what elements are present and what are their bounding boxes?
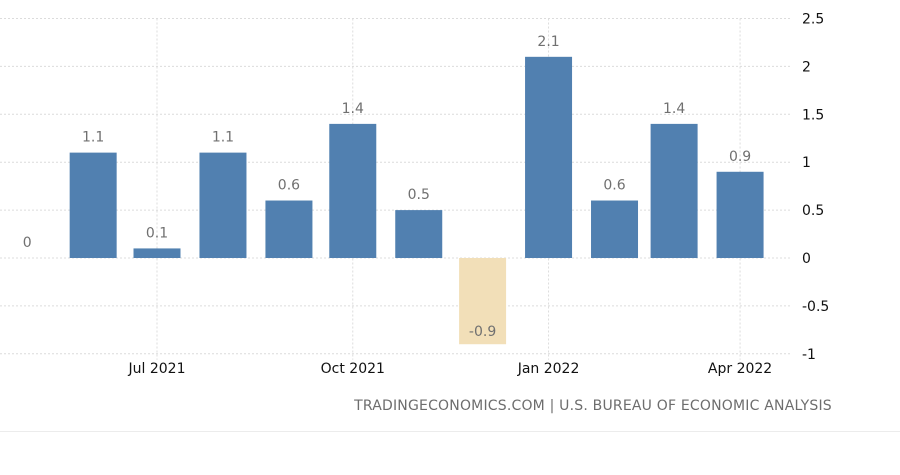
data-label: 1.4 [342, 101, 364, 117]
bar [716, 171, 764, 258]
x-tick-label: Apr 2022 [708, 361, 772, 377]
data-label: 2.1 [537, 34, 559, 50]
y-tick-label: -1 [802, 347, 816, 363]
x-tick-label: Jan 2022 [517, 361, 580, 377]
y-tick-label: 1.5 [802, 107, 824, 123]
bar [395, 210, 443, 258]
x-tick-label: Jul 2021 [128, 361, 186, 377]
bar [329, 123, 377, 258]
data-label: 0.5 [408, 187, 430, 203]
x-tick-label: Oct 2021 [321, 361, 385, 377]
y-tick-label: 0 [802, 251, 811, 267]
source-attribution: TRADINGECONOMICS.COM | U.S. BUREAU OF EC… [354, 398, 832, 414]
data-label: 1.1 [212, 130, 234, 146]
data-label: 0.1 [146, 225, 168, 241]
y-tick-label: 0.5 [802, 203, 824, 219]
y-tick-label: 2.5 [802, 12, 824, 28]
data-label: 1.4 [663, 101, 685, 117]
data-label: -0.9 [469, 324, 496, 340]
y-tick-label: -0.5 [802, 299, 829, 315]
bar [199, 152, 247, 258]
bar [459, 258, 507, 345]
bar [525, 56, 573, 258]
bar [69, 152, 117, 258]
y-tick-label: 1 [802, 155, 811, 171]
y-tick-label: 2 [802, 59, 811, 75]
data-label: 0.9 [729, 149, 751, 165]
bar [650, 123, 698, 258]
data-label: 1.1 [82, 130, 104, 146]
bar [591, 200, 639, 258]
data-label: 0.6 [603, 178, 625, 194]
divider [0, 431, 900, 432]
data-label: 0.6 [278, 178, 300, 194]
data-label: 0 [23, 235, 32, 251]
bar [133, 248, 181, 258]
bar [265, 200, 313, 258]
